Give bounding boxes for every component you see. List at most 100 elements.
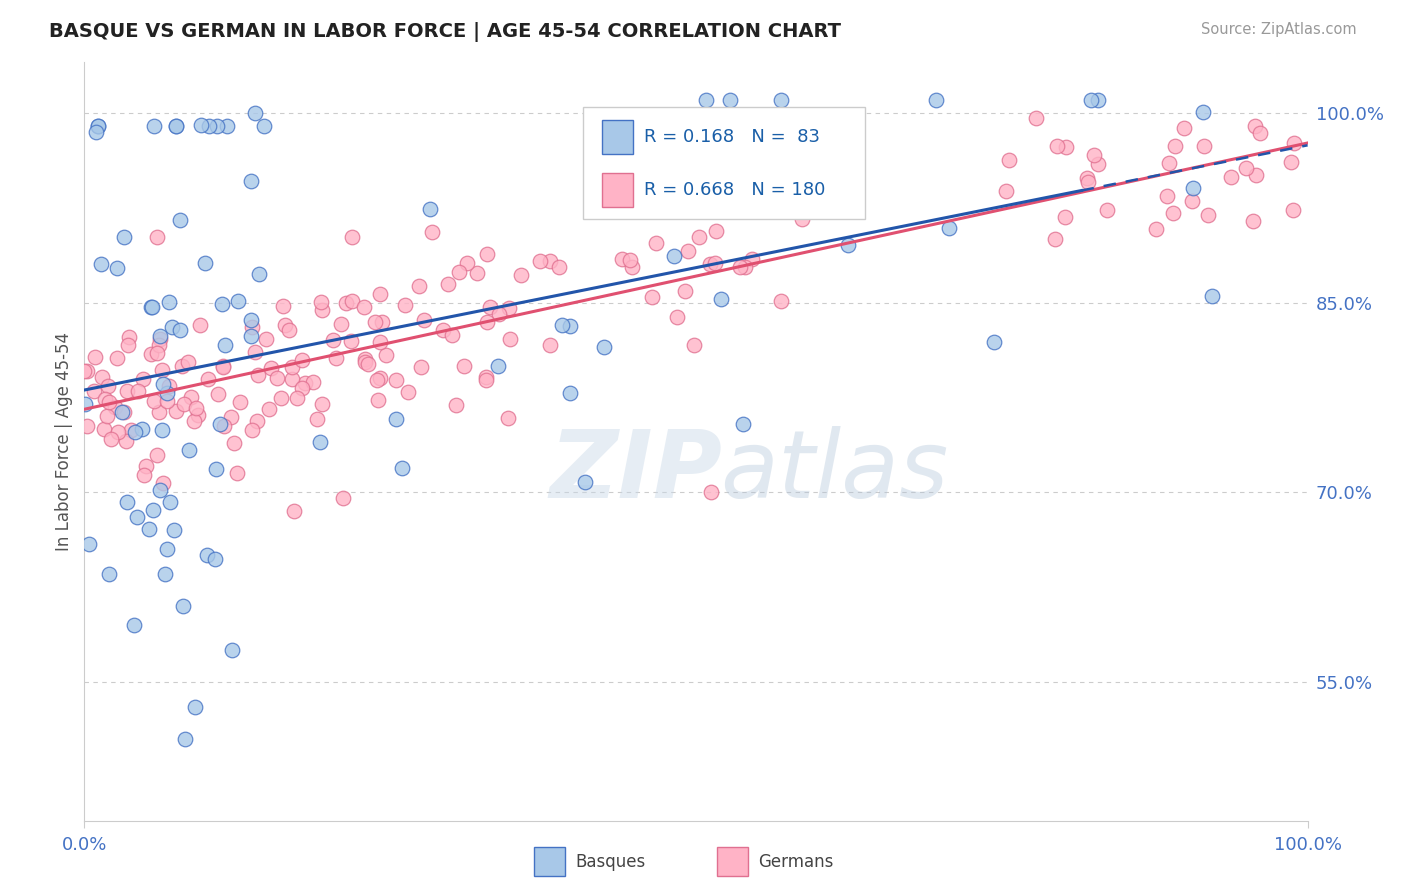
Point xyxy=(179,443,201,458)
Point xyxy=(420,225,443,239)
Point xyxy=(257,402,280,417)
Point xyxy=(219,409,242,424)
Point xyxy=(170,359,193,373)
Point xyxy=(475,315,498,329)
Point xyxy=(558,386,581,401)
Point xyxy=(156,393,179,408)
Point xyxy=(156,541,179,556)
Point xyxy=(207,387,229,401)
Point xyxy=(86,125,108,139)
Point xyxy=(356,357,378,371)
Point xyxy=(91,370,114,384)
Point xyxy=(142,394,165,409)
Point xyxy=(180,390,202,404)
Point xyxy=(240,320,263,334)
Point xyxy=(278,323,301,337)
Point xyxy=(368,286,391,301)
Point xyxy=(305,412,328,426)
Point xyxy=(163,523,186,537)
Point xyxy=(245,106,267,120)
Point xyxy=(146,346,169,360)
Point xyxy=(432,323,454,337)
Point xyxy=(174,731,197,746)
Point xyxy=(645,235,668,250)
Point xyxy=(159,495,181,509)
Point xyxy=(156,385,179,400)
Point xyxy=(266,371,288,385)
Point xyxy=(107,260,129,275)
Point xyxy=(124,425,146,439)
Point xyxy=(1181,181,1204,195)
Point xyxy=(449,265,471,279)
Point xyxy=(177,355,200,369)
Point xyxy=(437,277,460,292)
Text: Germans: Germans xyxy=(758,853,834,871)
Point xyxy=(1163,206,1185,220)
Y-axis label: In Labor Force | Age 45-54: In Labor Force | Age 45-54 xyxy=(55,332,73,551)
Point xyxy=(1025,111,1047,125)
Point xyxy=(1164,139,1187,153)
Point xyxy=(353,300,375,314)
Point xyxy=(283,504,305,518)
Point xyxy=(322,333,344,347)
Point xyxy=(122,617,145,632)
Point xyxy=(786,190,808,204)
Point xyxy=(683,338,706,352)
Point xyxy=(699,256,721,270)
Point xyxy=(529,254,551,268)
Point xyxy=(610,252,633,267)
Point xyxy=(330,318,353,332)
Point xyxy=(710,293,733,307)
Point xyxy=(127,384,149,398)
Point xyxy=(538,338,561,352)
Point xyxy=(673,284,696,298)
Point xyxy=(728,260,751,275)
Point xyxy=(150,423,173,437)
Point xyxy=(792,212,814,227)
Point xyxy=(183,699,205,714)
Point xyxy=(127,510,149,524)
Point xyxy=(291,352,314,367)
Point xyxy=(1241,213,1264,227)
Point xyxy=(368,370,391,384)
Point xyxy=(73,397,96,411)
Point xyxy=(837,237,859,252)
Point xyxy=(498,410,520,425)
Point xyxy=(368,334,391,349)
Point xyxy=(148,405,170,419)
Point xyxy=(391,461,413,475)
Point xyxy=(115,434,138,449)
Point xyxy=(1234,161,1257,176)
Point xyxy=(385,412,408,426)
Point xyxy=(662,249,685,263)
Point xyxy=(198,119,221,133)
Point xyxy=(332,491,354,506)
Point xyxy=(77,537,100,551)
Point xyxy=(1054,210,1077,224)
Point xyxy=(551,318,574,332)
Point xyxy=(1054,140,1077,154)
Point xyxy=(1282,202,1305,217)
Point xyxy=(734,260,756,274)
Point xyxy=(374,348,396,362)
Point xyxy=(149,329,172,343)
Point xyxy=(259,361,281,376)
Point xyxy=(309,294,332,309)
Point xyxy=(184,401,207,415)
Point xyxy=(301,375,323,389)
Point xyxy=(149,483,172,498)
Point xyxy=(1144,222,1167,236)
Point xyxy=(367,392,389,407)
Point xyxy=(183,414,205,428)
Point xyxy=(143,119,166,133)
Point xyxy=(107,425,129,439)
Point xyxy=(224,436,246,450)
Point xyxy=(157,378,180,392)
Point xyxy=(308,435,330,450)
Point xyxy=(221,643,243,657)
Point xyxy=(253,119,276,133)
Point xyxy=(1046,138,1069,153)
Point xyxy=(165,119,187,133)
Text: Source: ZipAtlas.com: Source: ZipAtlas.com xyxy=(1201,22,1357,37)
Point xyxy=(165,404,187,418)
